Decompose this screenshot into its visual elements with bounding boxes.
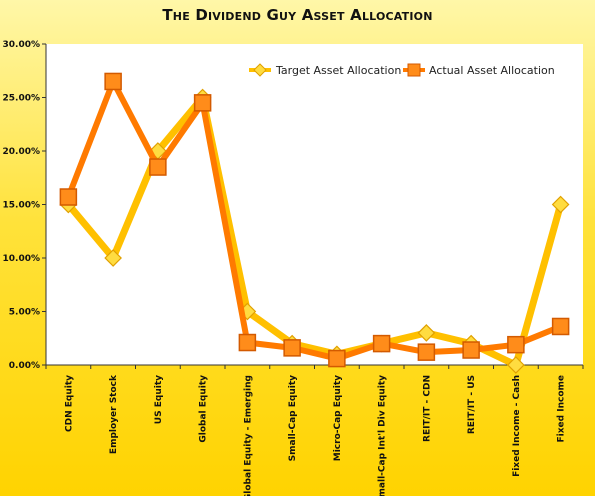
chart-title: The Dividend Guy Asset Allocation: [162, 6, 433, 24]
actual-point: [328, 349, 346, 368]
x-tick-label: Fixed Income: [557, 375, 567, 442]
legend-label: Target Asset Allocation: [275, 64, 401, 77]
legend-swatch-marker: [407, 63, 421, 77]
x-tick-label: REIT/IT - CDN: [422, 375, 432, 442]
y-tick-label: 20.00%: [3, 147, 41, 157]
target-point: [104, 249, 122, 267]
target-point: [507, 356, 525, 374]
actual-point: [551, 317, 570, 336]
x-tick-label: Fixed Income - Cash: [512, 375, 522, 477]
actual-point: [104, 72, 122, 91]
x-tick-label: US Equity: [154, 375, 164, 424]
x-tick-label: Employer Stock: [109, 374, 119, 454]
y-tick-label: 0.00%: [9, 361, 40, 371]
x-tick-label: Global Equity - Emerging: [243, 375, 253, 496]
y-tick-label: 30.00%: [3, 40, 41, 50]
actual-point: [283, 339, 301, 357]
actual-point: [372, 334, 391, 353]
actual-point: [417, 343, 436, 361]
legend-label: Actual Asset Allocation: [429, 64, 555, 77]
actual-point: [193, 94, 212, 112]
y-tick-label: 25.00%: [3, 94, 41, 104]
actual-point: [59, 188, 78, 206]
actual-point: [149, 158, 167, 176]
actual-point: [238, 333, 257, 352]
y-tick-label: 10.00%: [3, 254, 41, 264]
y-tick-label: 15.00%: [3, 201, 41, 211]
x-tick-label: CDN Equity: [64, 375, 74, 432]
target-point: [551, 195, 570, 214]
x-tick-label: Small-Cap Int'l Div Equity: [378, 375, 388, 496]
x-tick-label: REIT/IT - US: [467, 375, 477, 434]
actual-point: [462, 341, 480, 359]
x-tick-label: Global Equity: [199, 375, 209, 443]
plot-area: [46, 44, 583, 365]
x-tick-label: Micro-Cap Equity: [333, 375, 343, 461]
legend-swatch-marker: [253, 63, 267, 77]
x-tick-label: Small-Cap Equity: [288, 375, 298, 461]
target-point: [417, 324, 436, 342]
actual-point: [507, 335, 525, 354]
y-tick-label: 5.00%: [9, 308, 40, 318]
